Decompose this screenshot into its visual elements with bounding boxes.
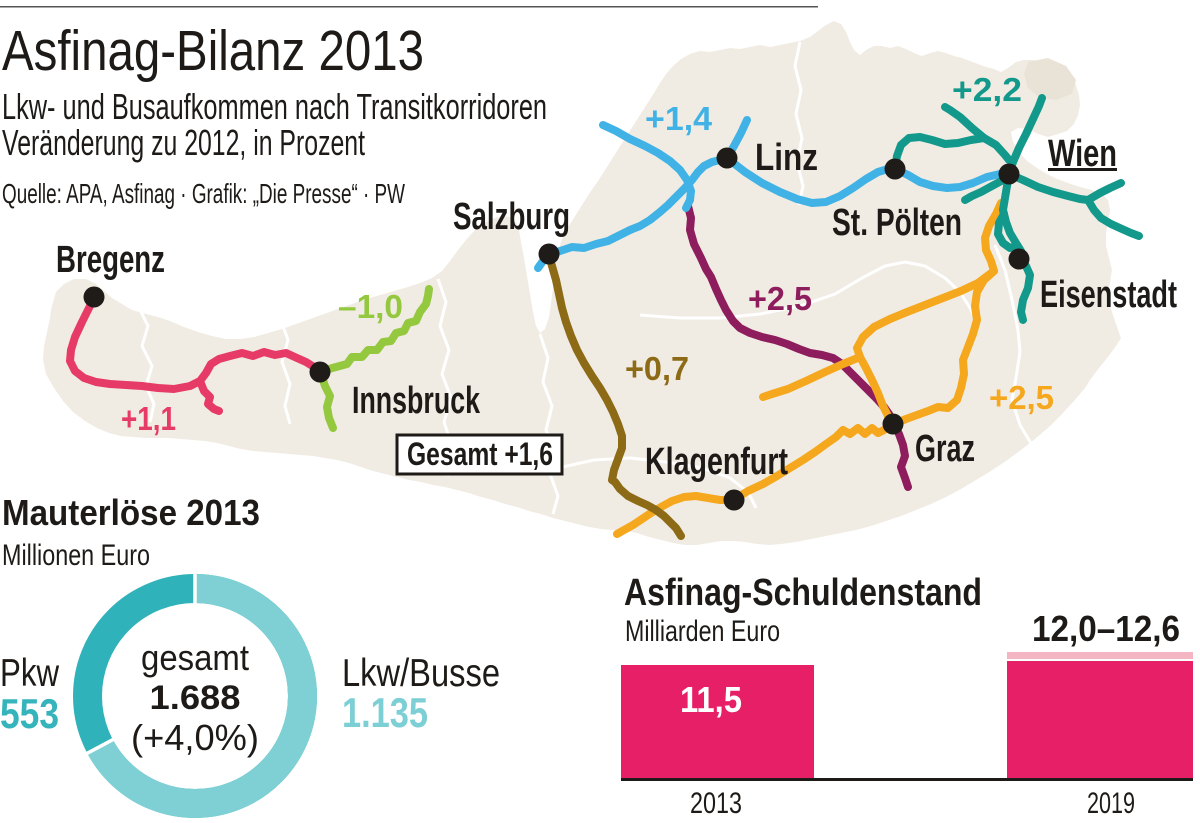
svg-text:553: 553	[0, 690, 59, 737]
svg-text:Innsbruck: Innsbruck	[352, 380, 481, 422]
svg-text:Salzburg: Salzburg	[453, 196, 570, 238]
svg-text:2019: 2019	[1087, 787, 1135, 820]
svg-text:+1,4: +1,4	[645, 100, 713, 137]
svg-text:Lkw- und Busaufkommen nach Tra: Lkw- und Busaufkommen nach Transitkorrid…	[2, 86, 547, 127]
svg-text:Mauterlöse 2013: Mauterlöse 2013	[2, 492, 260, 533]
svg-text:–1,0: –1,0	[338, 288, 403, 325]
svg-text:gesamt: gesamt	[141, 637, 249, 678]
svg-text:Pkw: Pkw	[0, 652, 60, 695]
svg-text:Eisenstadt: Eisenstadt	[1040, 274, 1177, 316]
svg-text:Linz: Linz	[755, 137, 818, 179]
svg-text:+2,5: +2,5	[748, 280, 812, 317]
svg-text:Graz: Graz	[915, 428, 975, 470]
svg-text:Veränderung zu 2012, in Prozen: Veränderung zu 2012, in Prozent	[2, 122, 365, 163]
svg-text:2013: 2013	[690, 787, 742, 820]
svg-text:+0,7: +0,7	[625, 350, 689, 387]
svg-text:Gesamt +1,6: Gesamt +1,6	[407, 436, 553, 472]
svg-text:1.688: 1.688	[150, 679, 241, 717]
svg-text:Asfinag-Bilanz 2013: Asfinag-Bilanz 2013	[2, 19, 424, 83]
svg-text:11,5: 11,5	[680, 679, 742, 720]
svg-text:(+4,0%): (+4,0%)	[131, 717, 259, 758]
svg-text:St. Pölten: St. Pölten	[832, 202, 962, 244]
svg-text:Lkw/Busse: Lkw/Busse	[342, 652, 500, 695]
svg-text:12,0–12,6: 12,0–12,6	[1032, 608, 1180, 649]
svg-text:Klagenfurt: Klagenfurt	[645, 441, 788, 483]
svg-text:1.135: 1.135	[342, 689, 428, 736]
svg-text:Milliarden Euro: Milliarden Euro	[625, 615, 780, 648]
svg-text:+2,2: +2,2	[952, 71, 1022, 108]
svg-text:Millionen Euro: Millionen Euro	[2, 539, 150, 572]
svg-text:Bregenz: Bregenz	[56, 239, 165, 281]
svg-text:+1,1: +1,1	[121, 400, 176, 437]
svg-text:Quelle: APA, Asfinag · Grafik:: Quelle: APA, Asfinag · Grafik: „Die Pres…	[2, 178, 405, 209]
svg-text:+2,5: +2,5	[989, 379, 1054, 416]
svg-text:Asfinag-Schuldenstand: Asfinag-Schuldenstand	[624, 572, 982, 614]
